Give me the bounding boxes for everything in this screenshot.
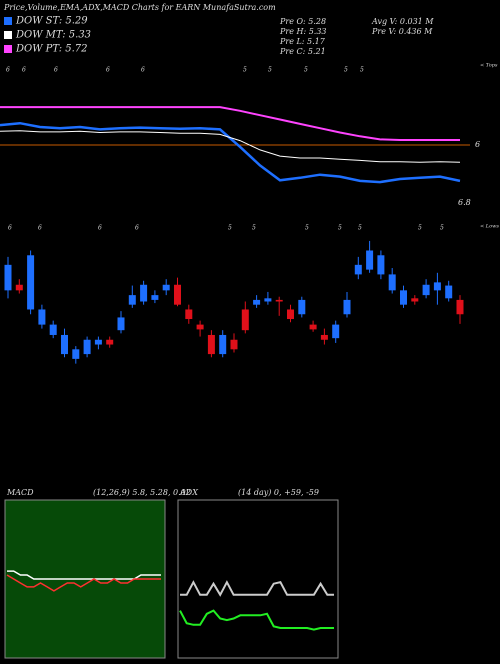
candle-body xyxy=(185,309,193,320)
candle-body xyxy=(332,324,340,339)
top-label: 6 xyxy=(141,67,145,74)
info: Pre C: 5.21 xyxy=(279,47,326,56)
candle-body xyxy=(83,339,91,355)
top-label: 5 xyxy=(440,225,444,232)
candle-body xyxy=(275,299,283,302)
candle-body xyxy=(94,339,102,345)
candle-body xyxy=(61,334,68,355)
top-label: 5 xyxy=(418,225,422,232)
top-label: 6 xyxy=(98,225,102,232)
series-line xyxy=(0,130,461,163)
candle-body xyxy=(106,339,114,345)
candle-body xyxy=(241,309,249,331)
panel-subtitle: (12,26,9) 5.8, 5.28, 0.02 xyxy=(93,488,191,497)
candle-body xyxy=(162,284,170,291)
candle-body xyxy=(388,274,396,291)
candle-body xyxy=(253,299,261,305)
panel-title: MACD xyxy=(6,488,34,497)
top-label: 5 xyxy=(338,225,342,232)
corner-label: < Lows xyxy=(480,224,499,230)
candle-body xyxy=(400,290,407,305)
info: Pre V: 0.436 M xyxy=(371,27,433,36)
top-label: 6 xyxy=(8,225,12,232)
candle-body xyxy=(445,285,453,299)
top-label: 5 xyxy=(243,67,247,74)
candle-body xyxy=(343,299,351,315)
right-label: 6.8 xyxy=(458,198,471,207)
panel-bg xyxy=(177,499,339,659)
top-label: 6 xyxy=(106,67,110,74)
candle-body xyxy=(49,324,57,335)
candle-body xyxy=(196,324,204,330)
candle-body xyxy=(264,298,272,302)
info: Pre O: 5.28 xyxy=(279,17,326,26)
candle-body xyxy=(219,334,227,355)
candle-body xyxy=(117,317,125,331)
candle-body xyxy=(140,284,148,302)
series-line xyxy=(0,121,461,184)
top-label: 6 xyxy=(135,225,139,232)
candle-body xyxy=(377,255,385,275)
candle-body xyxy=(354,264,362,275)
candle-body xyxy=(72,349,80,359)
candle-body xyxy=(309,324,317,330)
candle-body xyxy=(38,309,46,325)
candle-body xyxy=(207,334,215,355)
top-label: 5 xyxy=(304,67,308,74)
top-label: 6 xyxy=(54,67,58,74)
candle-body xyxy=(15,284,23,291)
candle-body xyxy=(411,298,419,302)
page-title: Price,Volume,EMA,ADX,MACD Charts for EAR… xyxy=(3,3,276,12)
series-line xyxy=(6,574,161,592)
info: Pre H: 5.33 xyxy=(279,27,327,36)
legend-label: DOW MT: 5.33 xyxy=(15,30,91,41)
top-label: 5 xyxy=(358,225,362,232)
candle-body xyxy=(128,295,136,305)
right-label: 6 xyxy=(475,140,480,149)
corner-label: < Tops xyxy=(480,63,498,69)
candle-body xyxy=(174,284,181,305)
legend-swatch xyxy=(4,45,12,53)
top-label: 5 xyxy=(360,67,364,74)
top-label: 5 xyxy=(305,225,309,232)
top-label: 5 xyxy=(268,67,272,74)
top-label: 5 xyxy=(228,225,232,232)
top-label: 6 xyxy=(38,225,42,232)
candle-body xyxy=(433,282,441,291)
top-label: 5 xyxy=(344,67,348,74)
legend-swatch xyxy=(4,17,12,25)
candle-body xyxy=(422,284,430,296)
top-label: 5 xyxy=(252,225,256,232)
candle-body xyxy=(4,264,12,291)
series-line xyxy=(0,106,460,141)
candle-body xyxy=(298,299,306,315)
legend-swatch xyxy=(4,31,12,39)
candle-body xyxy=(151,295,159,300)
candle-body xyxy=(230,339,238,350)
legend-label: DOW PT: 5.72 xyxy=(15,44,88,55)
candle-body xyxy=(27,255,35,310)
info: Pre L: 5.17 xyxy=(279,37,326,46)
panel-subtitle: (14 day) 0, +59, -59 xyxy=(238,488,319,497)
candle-body xyxy=(320,334,328,340)
series-line xyxy=(179,609,334,631)
top-label: 6 xyxy=(22,67,26,74)
candle-body xyxy=(456,299,464,315)
info: Avg V: 0.031 M xyxy=(371,17,434,26)
legend-label: DOW ST: 5.29 xyxy=(15,16,88,27)
candle-body xyxy=(287,309,294,320)
top-label: 6 xyxy=(6,67,10,74)
panel-title: ADX xyxy=(179,488,198,497)
candle-body xyxy=(366,250,374,270)
series-line xyxy=(180,580,334,597)
